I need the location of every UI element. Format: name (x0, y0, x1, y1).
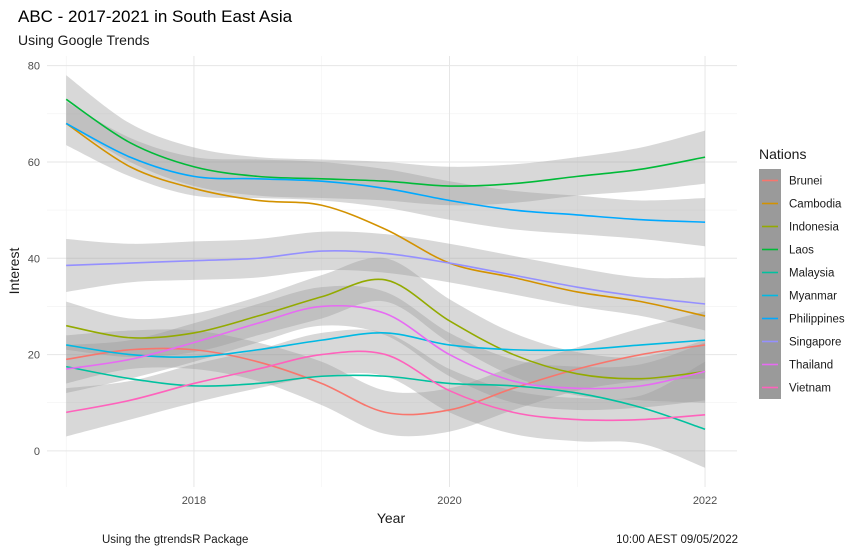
series-line-cambodia (65, 122, 706, 317)
legend: Nations Brunei Cambodia Indonesia Laos Malay… (759, 146, 845, 399)
x-tick-label: 2018 (182, 495, 206, 507)
series-line-vietnam (66, 350, 706, 422)
y-axis: 0 20 40 60 80 (28, 61, 40, 458)
legend-label-myanmar: Myanmar (789, 291, 837, 303)
x-axis-title: Year (377, 510, 406, 526)
confidence-band-vietnam (66, 329, 706, 468)
confidence-band-singapore (66, 231, 706, 331)
y-tick-label: 80 (28, 61, 40, 73)
legend-label-malaysia: Malaysia (789, 268, 835, 280)
series-line-myanmar (66, 332, 706, 359)
chart-subtitle: Using Google Trends (18, 32, 150, 48)
grid (47, 56, 737, 487)
caption-left: Using the gtrendsR Package (102, 534, 248, 546)
series-line-singapore (66, 249, 706, 305)
legend-title: Nations (759, 146, 806, 162)
legend-label-thailand: Thailand (789, 360, 833, 372)
caption-right: 10:00 AEST 09/05/2022 (616, 534, 738, 546)
y-axis-title: Interest (6, 248, 22, 295)
legend-label-cambodia: Cambodia (789, 199, 842, 211)
chart-title: ABC - 2017-2021 in South East Asia (18, 7, 293, 26)
series-line-indonesia (66, 278, 706, 380)
confidence-band-philippines (66, 101, 706, 247)
legend-label-indonesia: Indonesia (789, 222, 839, 234)
x-axis: 2018 2020 2022 (182, 495, 718, 507)
series-lines (65, 98, 706, 430)
series-line-laos (65, 98, 706, 187)
legend-label-brunei: Brunei (789, 176, 822, 188)
series-line-malaysia (66, 365, 706, 430)
y-tick-label: 60 (28, 157, 40, 169)
legend-label-singapore: Singapore (789, 337, 841, 349)
legend-label-vietnam: Vietnam (789, 383, 831, 395)
confidence-band-brunei (66, 311, 706, 437)
legend-label-laos: Laos (789, 245, 814, 257)
series-line-thailand (66, 304, 706, 390)
y-tick-label: 20 (28, 350, 40, 362)
series-line-philippines (65, 122, 706, 223)
x-tick-label: 2022 (693, 495, 717, 507)
legend-label-philippines: Philippines (789, 314, 845, 326)
y-tick-label: 40 (28, 253, 40, 265)
y-tick-label: 0 (34, 446, 40, 458)
x-tick-label: 2020 (437, 495, 461, 507)
confidence-bands (66, 75, 706, 468)
